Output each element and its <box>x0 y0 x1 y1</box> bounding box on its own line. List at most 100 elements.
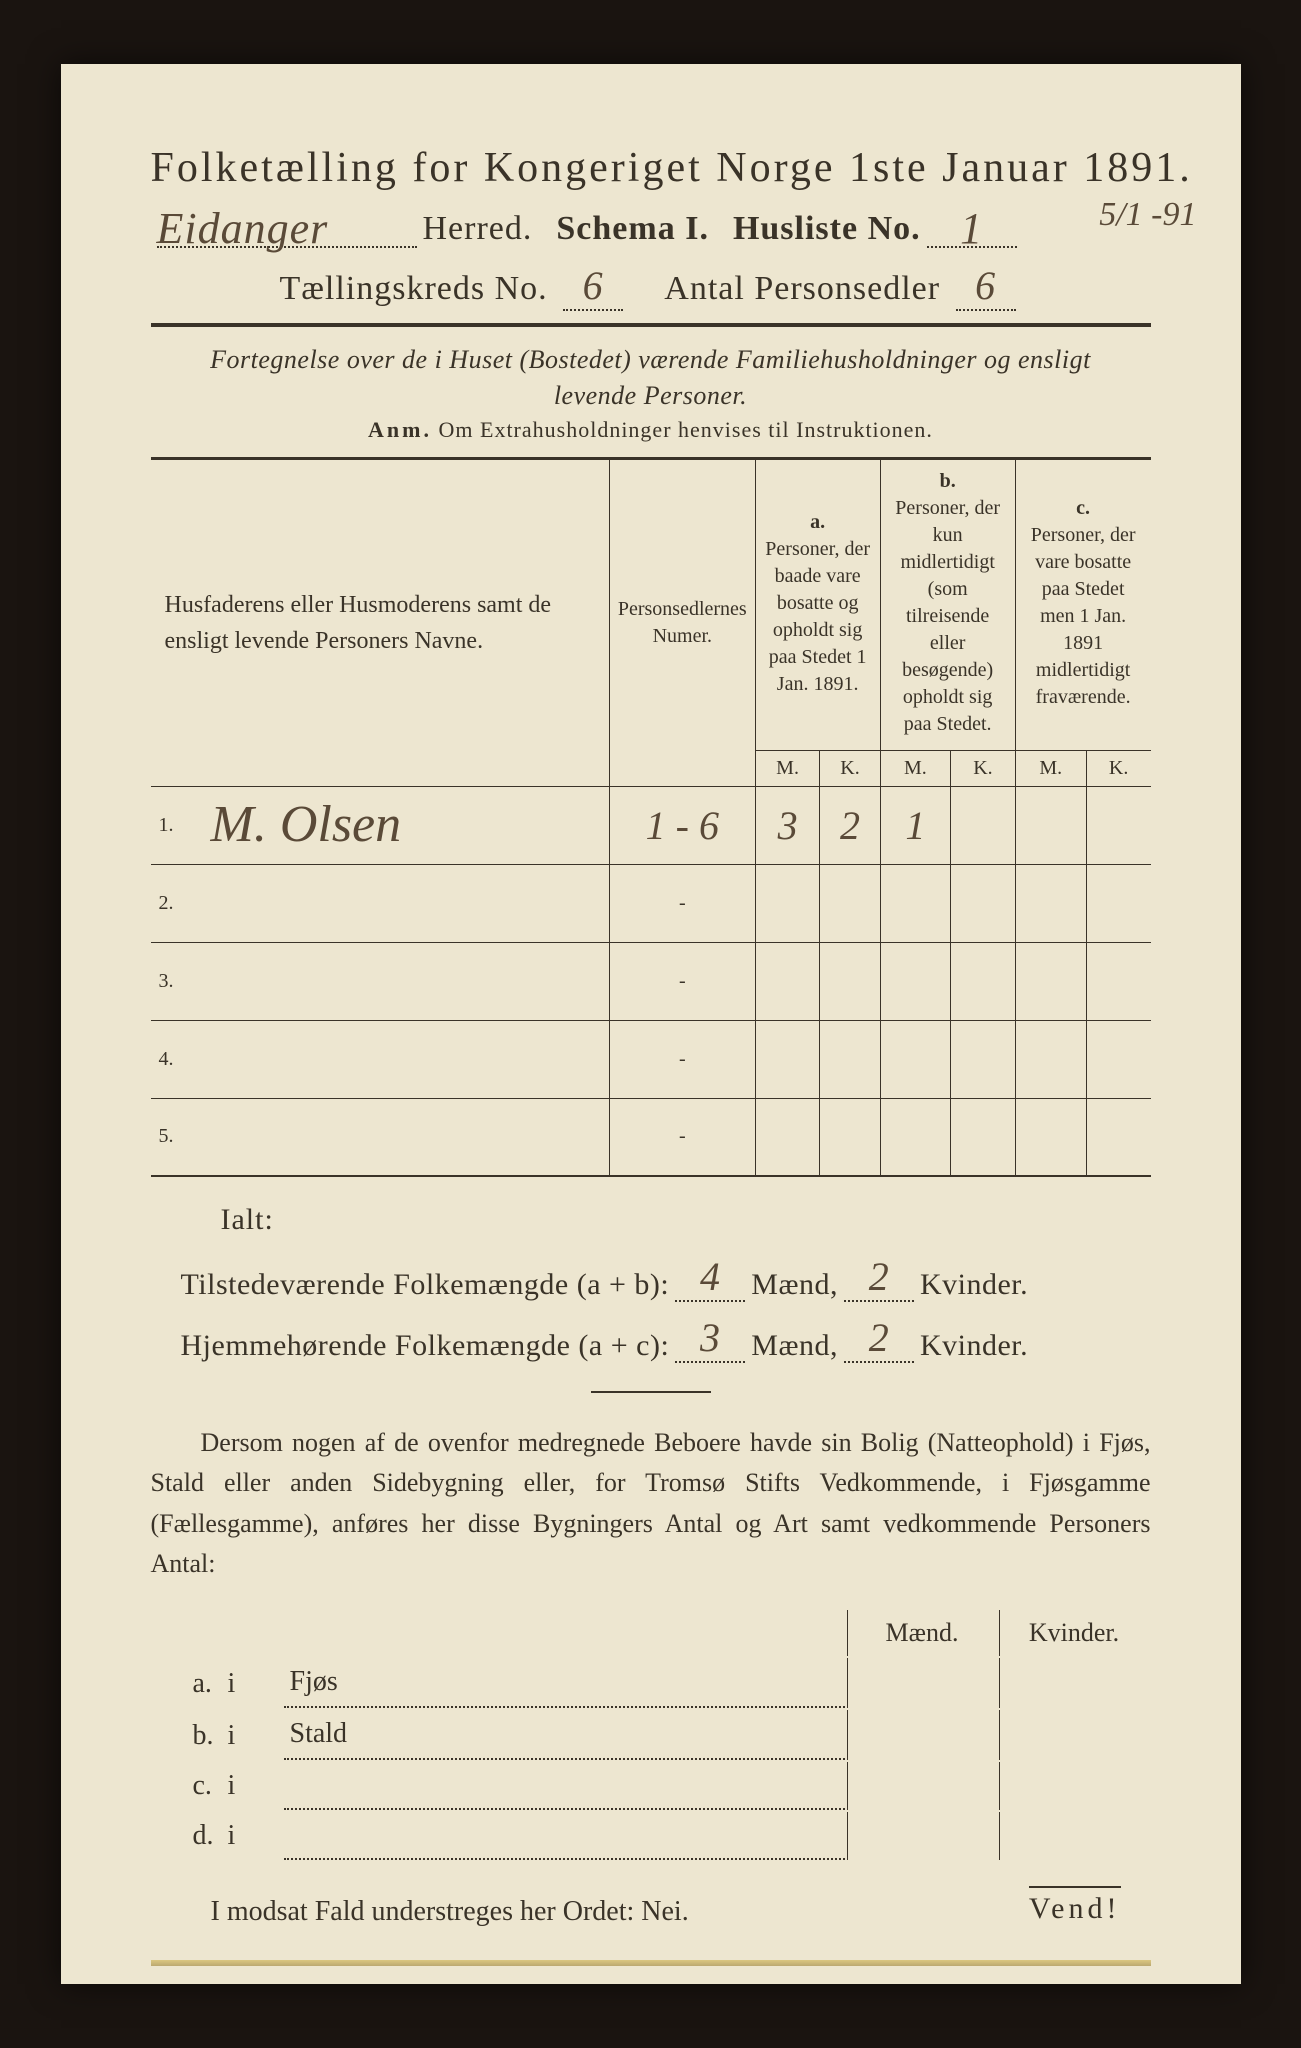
row-sedler: - <box>609 942 755 1020</box>
row-b-k <box>951 864 1016 942</box>
row-b-k <box>951 1098 1016 1176</box>
row-c-m <box>1015 1098 1086 1176</box>
col-a-label: a. <box>764 509 872 536</box>
herred-value: Eidanger <box>157 211 417 248</box>
kreds-no: 6 <box>563 262 623 311</box>
row-a-m <box>755 1020 820 1098</box>
row-c-k <box>1086 786 1150 864</box>
table-row: 5.- <box>151 1098 1151 1176</box>
row-b-k <box>951 786 1016 864</box>
header-line-kreds: Tællingskreds No. 6 Antal Personsedler 6 <box>151 262 1151 311</box>
row-b-k <box>951 942 1016 1020</box>
page-bottom-edge <box>151 1960 1151 1966</box>
row-name: M. Olsen <box>203 786 610 864</box>
row-a-m: 3 <box>755 786 820 864</box>
table-row: 2. - <box>151 864 1151 942</box>
lower-maend-head: Mænd. <box>847 1610 997 1656</box>
row-a-k: 2 <box>820 786 880 864</box>
lower-i: i <box>222 1762 282 1810</box>
lower-a: b. <box>153 1710 220 1760</box>
maend-label-2: Mænd, <box>751 1329 838 1363</box>
header-line-herred: Eidanger Herred. Schema I. Husliste No. … <box>151 210 1151 248</box>
hjemme-line: Hjemmehørende Folkemængde (a + c): 3 Mæn… <box>181 1314 1151 1363</box>
antal-val: 6 <box>956 262 1016 311</box>
lower-m <box>847 1658 997 1708</box>
row-num: 2. <box>151 864 203 942</box>
page-title: Folketælling for Kongeriget Norge 1ste J… <box>151 144 1151 192</box>
lower-i: i <box>222 1658 282 1708</box>
row-c-k <box>1086 1098 1150 1176</box>
row-sedler: - <box>609 1020 755 1098</box>
husliste-label: Husliste No. <box>733 210 921 248</box>
row-c-m <box>1015 864 1086 942</box>
lower-k <box>999 1710 1149 1760</box>
row-a-m <box>755 1098 820 1176</box>
b-k-head: K. <box>951 750 1016 786</box>
lower-m <box>847 1762 997 1810</box>
col2-header: Personsedlernes Numer. <box>609 460 755 787</box>
tilstede-label: Tilstedeværende Folkemængde (a + b): <box>181 1268 670 1302</box>
lower-k <box>999 1658 1149 1708</box>
row-sedler: 1 - 6 <box>609 786 755 864</box>
lower-k <box>999 1812 1149 1860</box>
census-page: 5/1 -91 Folketælling for Kongeriget Norg… <box>61 64 1241 1984</box>
row-num: 1. <box>151 786 203 864</box>
b-m-head: M. <box>880 750 951 786</box>
col-b-label: b. <box>889 468 1007 495</box>
row-a-m <box>755 864 820 942</box>
lower-a: d. <box>153 1812 220 1860</box>
anm-line: Anm. Om Extrahusholdninger henvises til … <box>151 417 1151 443</box>
row-num: 4. <box>151 1020 203 1098</box>
subtitle-2: levende Personer. <box>151 381 1151 411</box>
lower-label <box>284 1762 845 1810</box>
lower-label: Stald <box>284 1710 845 1760</box>
row-b-k <box>951 1020 1016 1098</box>
hjemme-label: Hjemmehørende Folkemængde (a + c): <box>181 1329 670 1363</box>
kvinder-label-2: Kvinder. <box>920 1329 1028 1363</box>
hjemme-m: 3 <box>675 1314 745 1363</box>
lower-i: i <box>222 1812 282 1860</box>
row-sedler: - <box>609 864 755 942</box>
maend-label-1: Mænd, <box>751 1268 838 1302</box>
rule-1 <box>151 323 1151 327</box>
row-c-k <box>1086 1020 1150 1098</box>
hjemme-k: 2 <box>844 1314 914 1363</box>
kvinder-label-1: Kvinder. <box>920 1268 1028 1302</box>
lower-k <box>999 1762 1149 1810</box>
row-b-m <box>880 1020 951 1098</box>
lower-row: c.i <box>153 1762 1149 1810</box>
nei-line: I modsat Fald understreges her Ordet: Ne… <box>151 1896 1151 1928</box>
row-a-k <box>820 942 880 1020</box>
col-c-text: Personer, der vare bosatte paa Stedet me… <box>1024 522 1143 711</box>
ialt-label: Ialt: <box>221 1203 1151 1237</box>
row-a-m <box>755 942 820 1020</box>
herred-label: Herred. <box>423 210 533 248</box>
lower-row: b.iStald <box>153 1710 1149 1760</box>
table-row: 3. - <box>151 942 1151 1020</box>
tilstede-k: 2 <box>844 1253 914 1302</box>
col-a-text: Personer, der baade vare bosatte og opho… <box>764 536 872 698</box>
vend-label: Vend! <box>1029 1886 1121 1926</box>
row-num: 3. <box>151 942 203 1020</box>
row-c-m <box>1015 942 1086 1020</box>
col-c-label: c. <box>1024 495 1143 522</box>
table-row: 1.M. Olsen1 - 6321 <box>151 786 1151 864</box>
lower-row: d.i <box>153 1812 1149 1860</box>
paragraph: Dersom nogen af de ovenfor medregnede Be… <box>151 1423 1151 1584</box>
row-c-m <box>1015 786 1086 864</box>
antal-label: Antal Personsedler <box>664 270 940 307</box>
row-b-m: 1 <box>880 786 951 864</box>
lower-m <box>847 1812 997 1860</box>
husliste-no: 1 <box>927 211 1017 248</box>
col1-header: Husfaderens eller Husmoderens samt de en… <box>151 460 610 787</box>
lower-row: a.iFjøs <box>153 1658 1149 1708</box>
row-a-k <box>820 1020 880 1098</box>
row-b-m <box>880 942 951 1020</box>
row-c-k <box>1086 864 1150 942</box>
tilstede-m: 4 <box>675 1253 745 1302</box>
lower-m <box>847 1710 997 1760</box>
lower-label <box>284 1812 845 1860</box>
short-rule <box>591 1391 711 1393</box>
row-name <box>203 864 610 942</box>
tilstede-line: Tilstedeværende Folkemængde (a + b): 4 M… <box>181 1253 1151 1302</box>
